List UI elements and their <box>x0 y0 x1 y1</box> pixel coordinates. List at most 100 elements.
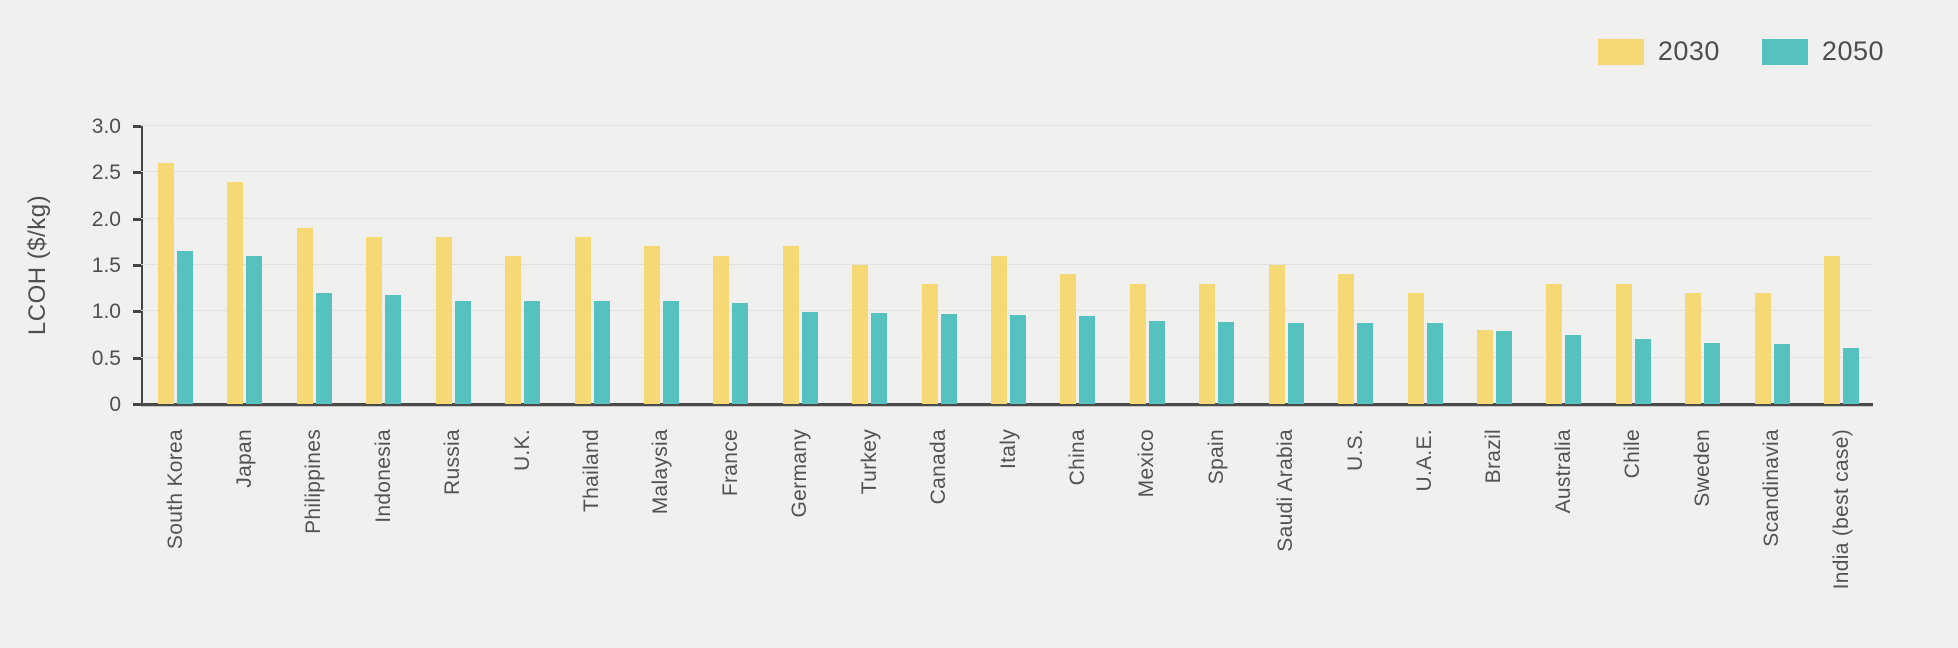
legend-item-2030: 2030 <box>1597 36 1720 67</box>
x-axis-label: South Korea <box>164 429 187 550</box>
y-tick <box>133 356 141 360</box>
x-axis-label: Spain <box>1205 429 1228 485</box>
legend-swatch-2050 <box>1761 38 1808 65</box>
legend-swatch-2030 <box>1597 38 1644 65</box>
bar-2030 <box>1338 274 1354 404</box>
x-axis-label: Thailand <box>580 429 603 512</box>
bar-2030 <box>922 284 938 404</box>
y-tick-label: 3.0 <box>91 115 121 138</box>
y-tick-label: 1.5 <box>91 254 121 277</box>
bar-2050 <box>1427 323 1443 404</box>
x-axis-label: Brazil <box>1482 429 1505 484</box>
bar-2050 <box>1010 315 1026 404</box>
gridline <box>141 171 1873 173</box>
x-axis-label: Canada <box>927 429 950 505</box>
y-axis-line <box>141 126 143 404</box>
bar-2050 <box>594 301 610 404</box>
bar-2050 <box>1843 348 1859 404</box>
bar-2030 <box>1477 330 1493 404</box>
x-axis-label: U.S. <box>1344 429 1367 472</box>
x-axis-label: France <box>719 429 742 497</box>
legend-label-2030: 2030 <box>1657 36 1720 66</box>
bar-2050 <box>177 251 193 404</box>
bar-2030 <box>1824 256 1840 404</box>
x-axis-label: Scandinavia <box>1760 429 1783 547</box>
bar-2050 <box>524 301 540 404</box>
legend-item-2050: 2050 <box>1761 36 1884 67</box>
bar-2050 <box>1635 339 1651 404</box>
y-tick <box>133 264 141 267</box>
bar-2030 <box>366 237 382 404</box>
bar-2050 <box>1288 323 1304 404</box>
x-axis-label: Australia <box>1552 429 1575 514</box>
bar-2050 <box>871 313 887 404</box>
x-axis-label: Germany <box>788 429 811 518</box>
y-tick-label: 2.5 <box>91 161 121 185</box>
bar-2030 <box>1060 274 1076 404</box>
gridline <box>141 125 1873 126</box>
x-axis-line <box>141 403 1873 407</box>
bar-2030 <box>505 256 521 404</box>
x-axis-label: Saudi Arabia <box>1274 429 1297 552</box>
x-axis-label: Chile <box>1621 429 1644 479</box>
x-axis-label: Japan <box>233 429 256 488</box>
bar-2030 <box>852 265 868 404</box>
y-tick-label: 2.0 <box>91 207 121 231</box>
bar-2030 <box>1130 284 1146 404</box>
x-axis-label: Italy <box>997 429 1020 470</box>
bar-2050 <box>455 301 471 404</box>
bar-2030 <box>158 163 174 404</box>
y-tick <box>133 217 141 221</box>
x-axis-label: Turkey <box>858 429 881 495</box>
gridline <box>141 310 1873 312</box>
bar-2050 <box>663 301 679 404</box>
bar-2050 <box>1496 331 1512 404</box>
gridline <box>141 356 1873 358</box>
x-axis-label: Indonesia <box>372 429 395 523</box>
bar-2030 <box>436 237 452 404</box>
bar-2050 <box>1357 323 1373 404</box>
bar-2030 <box>644 246 660 404</box>
y-tick <box>133 310 141 314</box>
bar-2030 <box>1685 293 1701 404</box>
bar-2050 <box>316 293 332 404</box>
bar-2050 <box>802 312 818 404</box>
y-tick <box>133 403 141 406</box>
x-axis-label: Russia <box>441 429 464 495</box>
bar-2050 <box>1079 316 1095 404</box>
bar-2030 <box>1546 284 1562 404</box>
bar-2050 <box>941 314 957 404</box>
x-axis-label: Sweden <box>1691 429 1714 507</box>
x-axis-label: China <box>1066 429 1089 486</box>
y-tick-label: 0.5 <box>91 346 121 370</box>
bar-2030 <box>1269 265 1285 404</box>
bar-2030 <box>227 182 243 404</box>
bar-2050 <box>1704 343 1720 404</box>
y-tick-label: 1.0 <box>91 300 121 324</box>
bar-2030 <box>1199 284 1215 404</box>
x-axis-label: Mexico <box>1135 429 1158 498</box>
x-axis-label: U.K. <box>511 429 534 472</box>
bar-2050 <box>1565 335 1581 404</box>
x-axis-label: Philippines <box>302 429 325 534</box>
bar-2050 <box>246 256 262 404</box>
bar-2050 <box>732 303 748 404</box>
y-tick <box>133 125 141 128</box>
bar-2030 <box>297 228 313 404</box>
gridline <box>141 264 1873 265</box>
gridline <box>141 217 1873 219</box>
y-axis-title: LCOH ($/kg) <box>24 194 51 336</box>
bar-2030 <box>713 256 729 404</box>
x-axis-label: Malaysia <box>649 429 672 515</box>
bar-2030 <box>991 256 1007 404</box>
bar-2030 <box>1408 293 1424 404</box>
bar-2050 <box>1218 322 1234 404</box>
bar-2050 <box>1774 344 1790 404</box>
chart-legend: 2030 2050 <box>1597 36 1884 67</box>
x-axis-label: India (best case) <box>1830 429 1853 590</box>
bar-2050 <box>385 295 401 404</box>
bar-2030 <box>1755 293 1771 404</box>
legend-label-2050: 2050 <box>1821 36 1884 66</box>
